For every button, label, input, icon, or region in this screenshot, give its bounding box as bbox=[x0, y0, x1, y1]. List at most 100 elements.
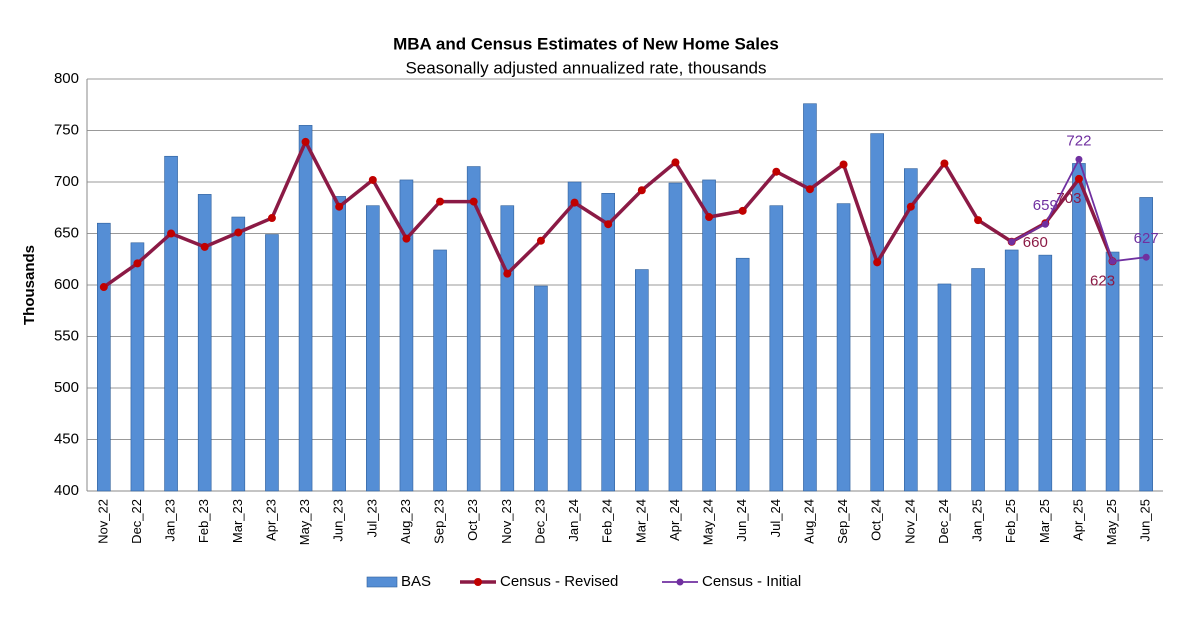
bar bbox=[130, 242, 145, 492]
x-tick-label: Mar_23 bbox=[230, 499, 245, 543]
marker bbox=[1008, 238, 1016, 246]
x-tick-label: Aug_24 bbox=[801, 499, 816, 544]
y-tick-label: 500 bbox=[54, 379, 79, 396]
legend-marker bbox=[474, 578, 482, 586]
y-tick-label: 750 bbox=[54, 121, 79, 138]
bar bbox=[97, 222, 111, 492]
bar bbox=[332, 196, 346, 492]
bar bbox=[534, 285, 548, 492]
bar bbox=[635, 269, 649, 492]
marker bbox=[335, 202, 344, 211]
x-tick-label: Nov_23 bbox=[499, 499, 514, 544]
marker bbox=[1142, 253, 1150, 261]
chart-title: MBA and Census Estimates of New Home Sal… bbox=[393, 34, 779, 53]
x-tick-label: Mar_25 bbox=[1037, 499, 1052, 543]
legend-label: Census - Revised bbox=[500, 573, 618, 590]
bar bbox=[735, 257, 750, 492]
bar bbox=[904, 168, 918, 492]
x-tick-label: Dec_22 bbox=[129, 499, 144, 544]
marker bbox=[234, 228, 243, 237]
marker bbox=[99, 283, 108, 292]
x-tick-label: Nov_22 bbox=[95, 499, 110, 544]
bar bbox=[601, 193, 615, 492]
bar bbox=[197, 194, 212, 492]
bar bbox=[1139, 197, 1153, 492]
y-tick-label: 450 bbox=[54, 430, 79, 447]
bar bbox=[567, 181, 582, 492]
data-label: 660 bbox=[1023, 234, 1048, 251]
y-tick-label: 400 bbox=[54, 482, 79, 499]
x-tick-label: Dec_23 bbox=[532, 499, 547, 544]
legend-marker bbox=[676, 578, 684, 586]
x-tick-label: Jun_25 bbox=[1138, 499, 1153, 542]
x-tick-label: Oct_23 bbox=[465, 499, 480, 541]
bar bbox=[399, 179, 414, 492]
marker bbox=[200, 242, 209, 251]
bar bbox=[803, 103, 817, 492]
marker bbox=[805, 185, 814, 194]
marker bbox=[940, 159, 949, 168]
x-tick-label: Sep_23 bbox=[432, 499, 447, 544]
y-tick-label: 700 bbox=[54, 173, 79, 190]
x-tick-label: May_25 bbox=[1104, 499, 1119, 545]
marker bbox=[1075, 155, 1083, 163]
x-tick-label: Jun_23 bbox=[331, 499, 346, 542]
x-tick-label: Apr_25 bbox=[1070, 499, 1085, 541]
x-tick-label: Sep_24 bbox=[835, 499, 850, 544]
marker bbox=[637, 186, 646, 195]
x-tick-label: Aug_23 bbox=[398, 499, 413, 544]
marker bbox=[604, 220, 613, 229]
x-tick-label: May_23 bbox=[297, 499, 312, 545]
bar bbox=[1038, 254, 1053, 492]
x-tick-label: May_24 bbox=[701, 499, 716, 545]
bar bbox=[702, 179, 716, 492]
y-axis-label: Thousands bbox=[21, 245, 38, 325]
legend-label: BAS bbox=[401, 573, 431, 590]
y-tick-label: 800 bbox=[54, 70, 79, 87]
bar bbox=[870, 133, 884, 492]
y-tick-label: 600 bbox=[54, 276, 79, 293]
bar bbox=[231, 216, 246, 492]
bar bbox=[937, 283, 952, 492]
marker bbox=[906, 202, 915, 211]
marker bbox=[873, 258, 882, 267]
bar bbox=[164, 155, 178, 492]
marker bbox=[436, 197, 445, 206]
marker bbox=[503, 269, 512, 278]
bar bbox=[433, 249, 447, 492]
bar bbox=[971, 268, 985, 492]
marker bbox=[1074, 174, 1083, 183]
marker bbox=[402, 234, 411, 243]
marker bbox=[1109, 257, 1117, 265]
x-tick-label: Feb_25 bbox=[1003, 499, 1018, 543]
x-tick-label: Apr_24 bbox=[667, 499, 682, 541]
data-label: 623 bbox=[1090, 272, 1115, 289]
x-tick-label: Jan_24 bbox=[566, 499, 581, 542]
marker bbox=[974, 216, 983, 225]
marker bbox=[469, 197, 478, 206]
bar bbox=[1072, 163, 1086, 492]
bar bbox=[1105, 251, 1120, 492]
data-label: 703 bbox=[1056, 190, 1081, 207]
marker bbox=[267, 214, 276, 223]
marker bbox=[570, 198, 579, 207]
chart-subtitle: Seasonally adjusted annualized rate, tho… bbox=[405, 58, 766, 77]
bar bbox=[366, 205, 380, 492]
data-label: 722 bbox=[1066, 132, 1091, 149]
marker bbox=[1041, 220, 1049, 228]
marker bbox=[705, 213, 714, 222]
marker bbox=[738, 206, 747, 215]
marker bbox=[368, 175, 377, 184]
x-tick-label: Mar_24 bbox=[633, 499, 648, 543]
x-tick-label: Jul_23 bbox=[364, 499, 379, 537]
x-tick-label: Feb_24 bbox=[600, 499, 615, 543]
bar bbox=[500, 205, 515, 492]
bar bbox=[265, 234, 279, 492]
marker bbox=[536, 236, 545, 245]
x-tick-label: Jun_24 bbox=[734, 499, 749, 542]
data-label: 627 bbox=[1134, 230, 1159, 247]
x-tick-label: Jan_23 bbox=[163, 499, 178, 542]
marker bbox=[839, 160, 848, 169]
x-tick-label: Jul_24 bbox=[768, 499, 783, 537]
